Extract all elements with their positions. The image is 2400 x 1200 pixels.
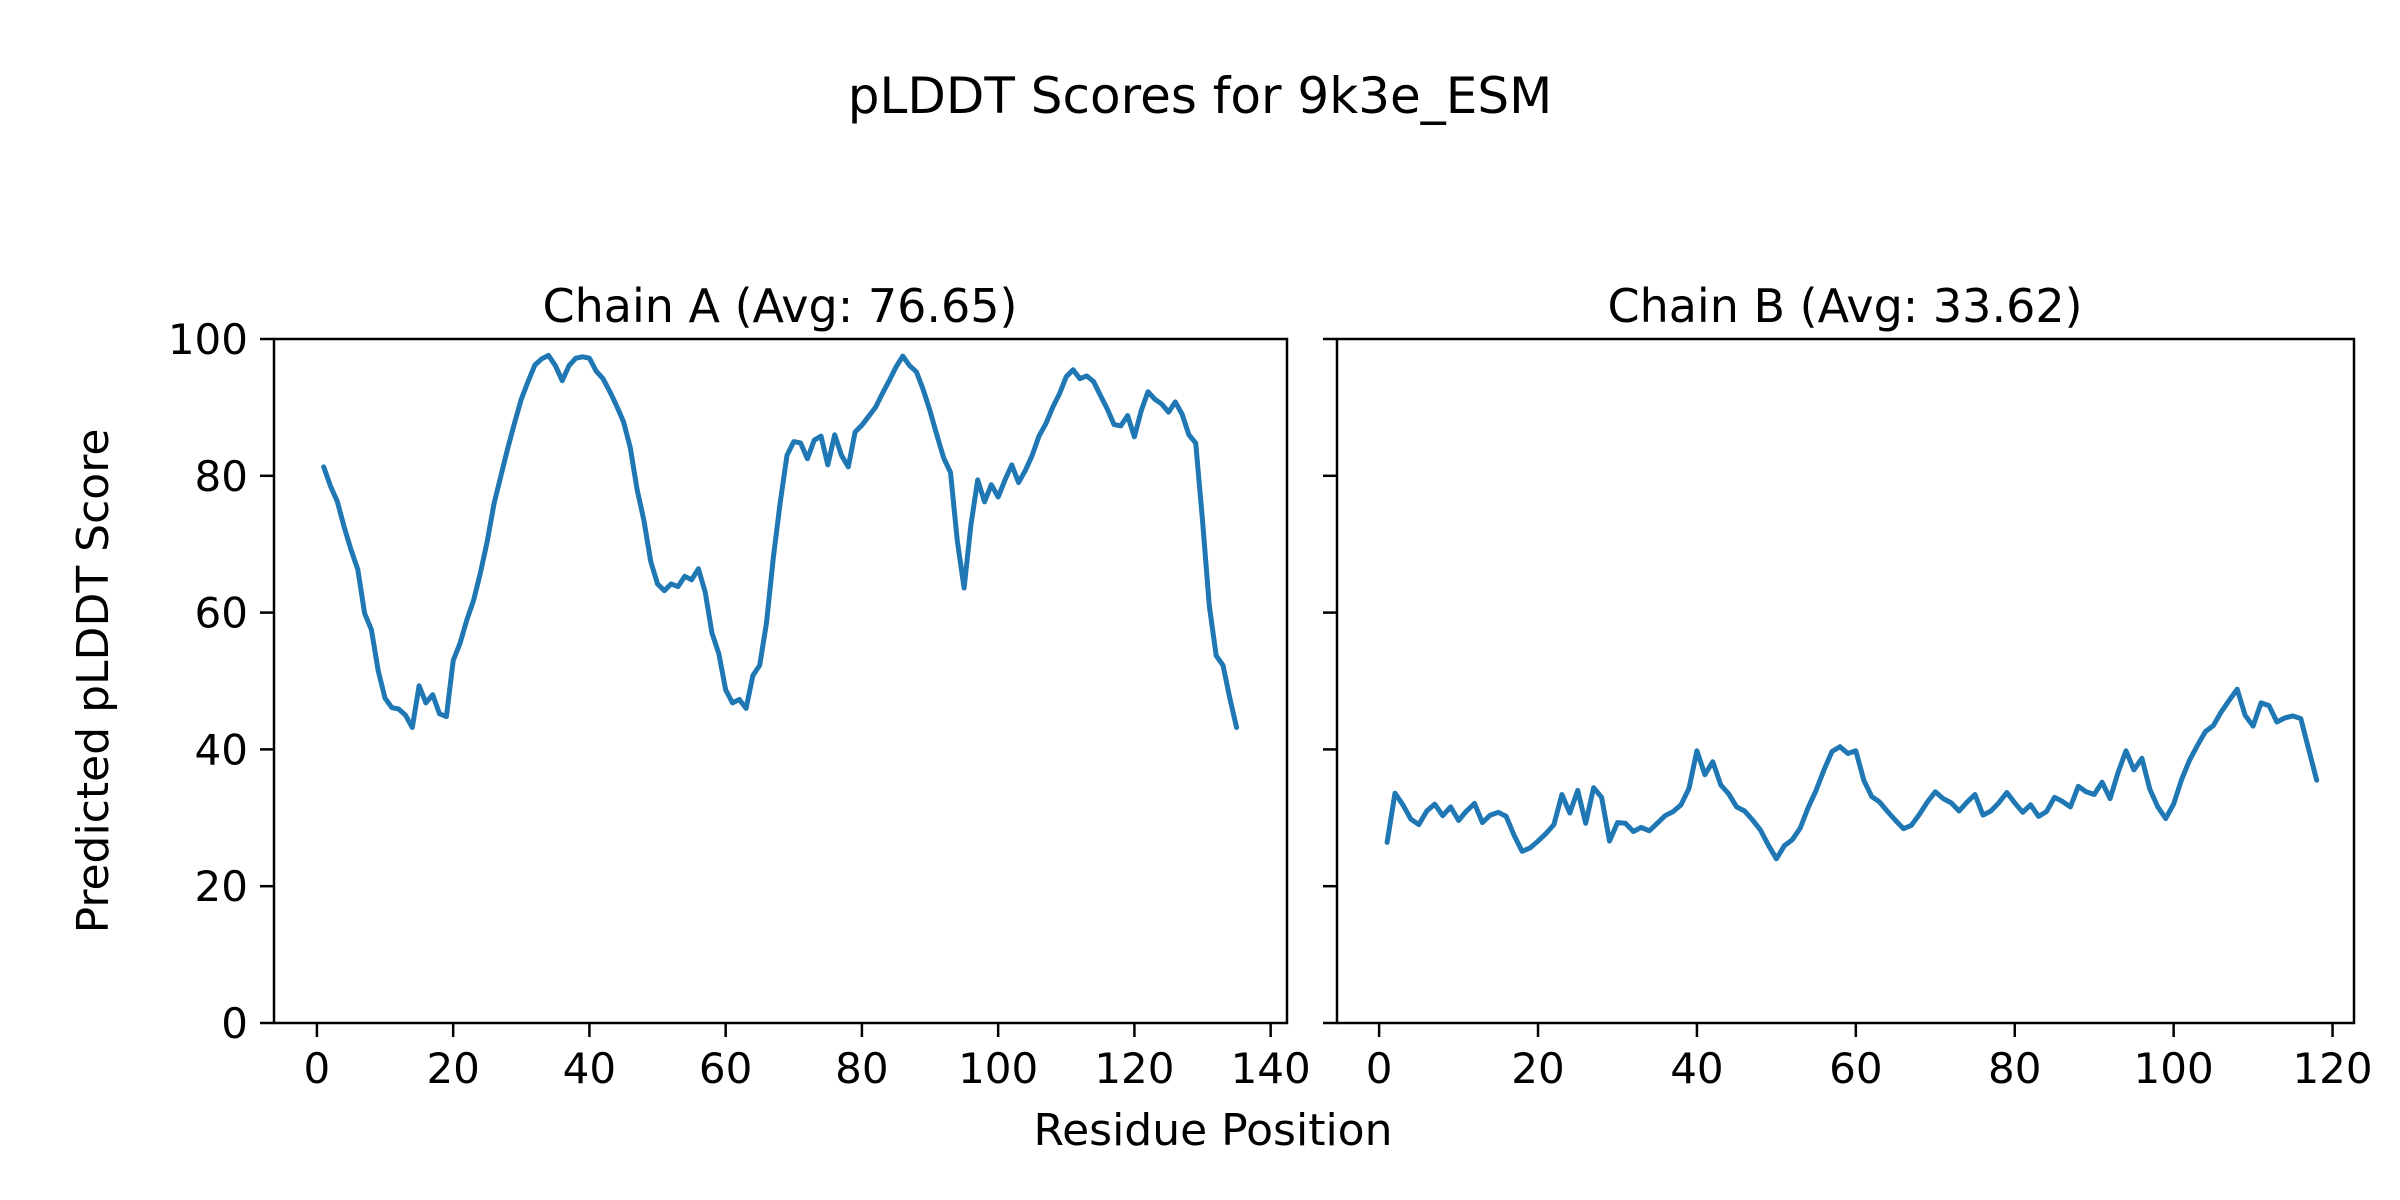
x-tick-label: 20 (426, 1044, 479, 1093)
chain-a-axes: 0 20 40 60 80 100 120 140 0 20 40 60 80 100 (168, 315, 1311, 1093)
x-tick-label: 40 (1670, 1044, 1723, 1093)
x-tick-label: 80 (835, 1044, 888, 1093)
y-tick-label: 80 (195, 452, 248, 501)
chain-a-line (321, 352, 1240, 730)
x-tick-label: 140 (1231, 1044, 1311, 1093)
axes-frame (1335, 337, 2356, 1025)
y-tick-label: 100 (168, 315, 248, 364)
chain-b-title: Chain B (Avg: 33.62) (1607, 279, 2082, 333)
x-tick-label: 20 (1511, 1044, 1564, 1093)
x-tick-label: 120 (2292, 1044, 2372, 1093)
y-tick-label: 60 (195, 589, 248, 638)
yaxis-label: Predicted pLDDT Score (68, 429, 119, 934)
x-tick-label: 0 (1366, 1044, 1393, 1093)
chain-a-title: Chain A (Avg: 76.65) (542, 279, 1017, 333)
x-tick-label: 60 (1829, 1044, 1882, 1093)
figure-title: pLDDT Scores for 9k3e_ESM (848, 67, 1552, 125)
x-tick-label: 80 (1988, 1044, 2041, 1093)
x-tick-label: 100 (2134, 1044, 2214, 1093)
x-tick-label: 40 (563, 1044, 616, 1093)
x-tick-label: 0 (304, 1044, 331, 1093)
xaxis-label: Residue Position (1033, 1105, 1392, 1156)
chain-b-axes: 0 20 40 60 80 100 120 (1323, 337, 2373, 1093)
y-tick-label: 20 (195, 862, 248, 911)
x-tick-label: 60 (699, 1044, 752, 1093)
x-tick-label: 100 (958, 1044, 1038, 1093)
y-tick-label: 40 (195, 725, 248, 774)
x-tick-label: 120 (1094, 1044, 1174, 1093)
chain-b-line (1384, 686, 2320, 862)
axes-frame (272, 337, 1289, 1025)
y-tick-label: 0 (221, 999, 248, 1048)
